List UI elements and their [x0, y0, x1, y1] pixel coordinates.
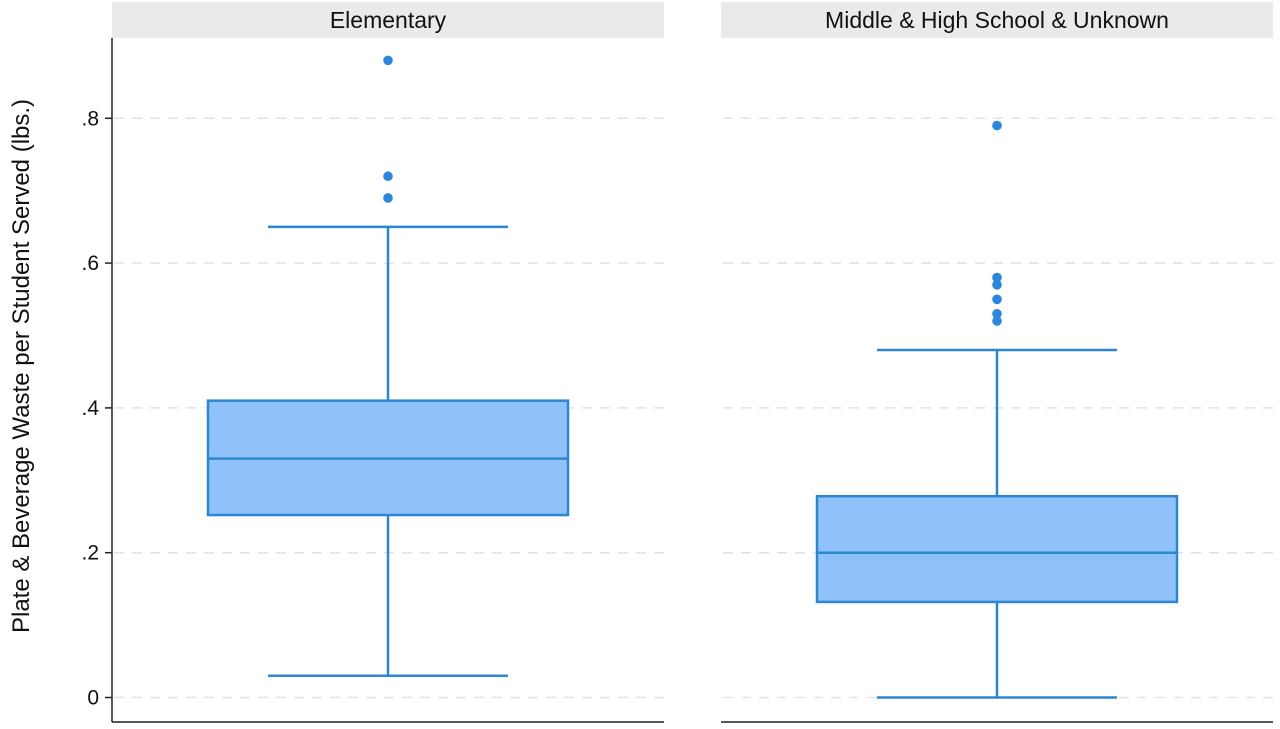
outlier-point: [992, 316, 1002, 326]
outlier-point: [383, 55, 393, 66]
outlier-point: [383, 171, 393, 182]
outlier-point: [992, 280, 1002, 290]
y-tick-label: .8: [81, 107, 99, 130]
y-tick-label: .2: [81, 542, 99, 565]
outlier-point: [383, 193, 393, 203]
panel-header: [112, 2, 664, 38]
panels: Elementary Middle & High School & Unknown: [111, 2, 1273, 723]
y-axis: 0 .2 .4 .6 .8: [81, 107, 112, 710]
outlier-point: [992, 272, 1002, 283]
y-tick-label: .6: [81, 252, 99, 275]
y-tick-label: .4: [81, 397, 99, 420]
y-axis-title: Plate & Beverage Waste per Student Serve…: [8, 99, 35, 633]
panel-title: Elementary: [330, 7, 447, 33]
iqr-box: [815, 494, 1179, 604]
y-tick-label: 0: [87, 687, 99, 710]
panel: Middle & High School & Unknown: [721, 2, 1273, 723]
panel: Elementary: [111, 2, 664, 723]
panel-title: Middle & High School & Unknown: [825, 7, 1169, 33]
outlier-point: [992, 120, 1002, 131]
outlier-point: [992, 308, 1002, 319]
panel-header: [721, 2, 1273, 38]
outlier-point: [992, 294, 1002, 305]
